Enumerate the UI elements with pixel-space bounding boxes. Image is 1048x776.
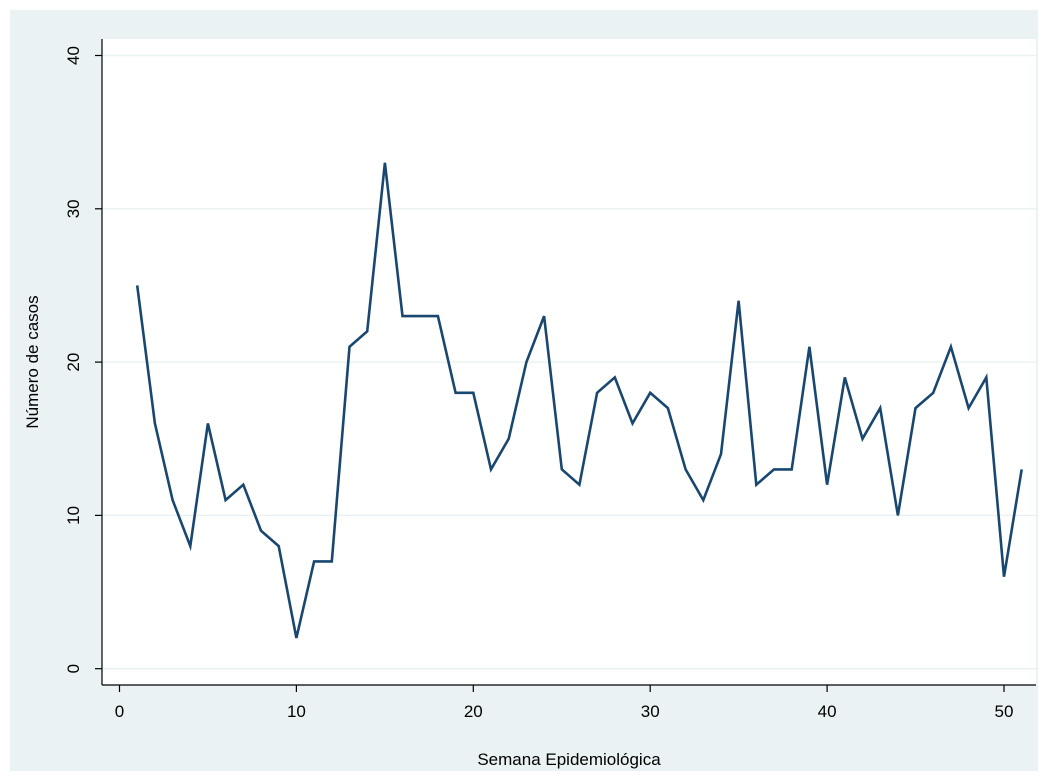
y-axis-label: Número de casos	[23, 295, 42, 428]
y-tick-label: 0	[64, 664, 83, 673]
x-tick-label: 30	[641, 702, 660, 721]
x-tick-label: 10	[287, 702, 306, 721]
x-tick-label: 0	[115, 702, 124, 721]
series-line	[135, 162, 1023, 639]
x-tick-label: 20	[464, 702, 483, 721]
x-axis-label: Semana Epidemiológica	[477, 750, 661, 769]
y-tick-label: 20	[64, 353, 83, 372]
y-tick-label: 10	[64, 506, 83, 525]
x-tick-label: 50	[995, 702, 1014, 721]
axes	[95, 39, 1036, 692]
tick-labels: 0 10 20 30 40 0 10 20 30 40 50	[64, 46, 1013, 721]
x-tick-label: 40	[818, 702, 837, 721]
gridlines	[102, 54, 1036, 670]
y-tick-label: 40	[64, 46, 83, 65]
y-tick-label: 30	[64, 199, 83, 218]
series-layer	[135, 162, 1023, 639]
